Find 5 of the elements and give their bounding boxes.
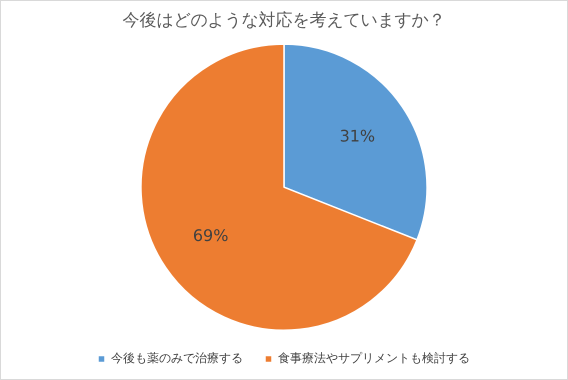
chart-title: 今後はどのような対応を考えていますか？ — [122, 10, 446, 31]
legend-label: 食事療法やサプリメントも検討する — [278, 351, 470, 366]
legend-label: 今後も薬のみで治療する — [111, 351, 243, 366]
data-label: 31% — [340, 126, 376, 146]
data-label: 69% — [192, 226, 228, 246]
